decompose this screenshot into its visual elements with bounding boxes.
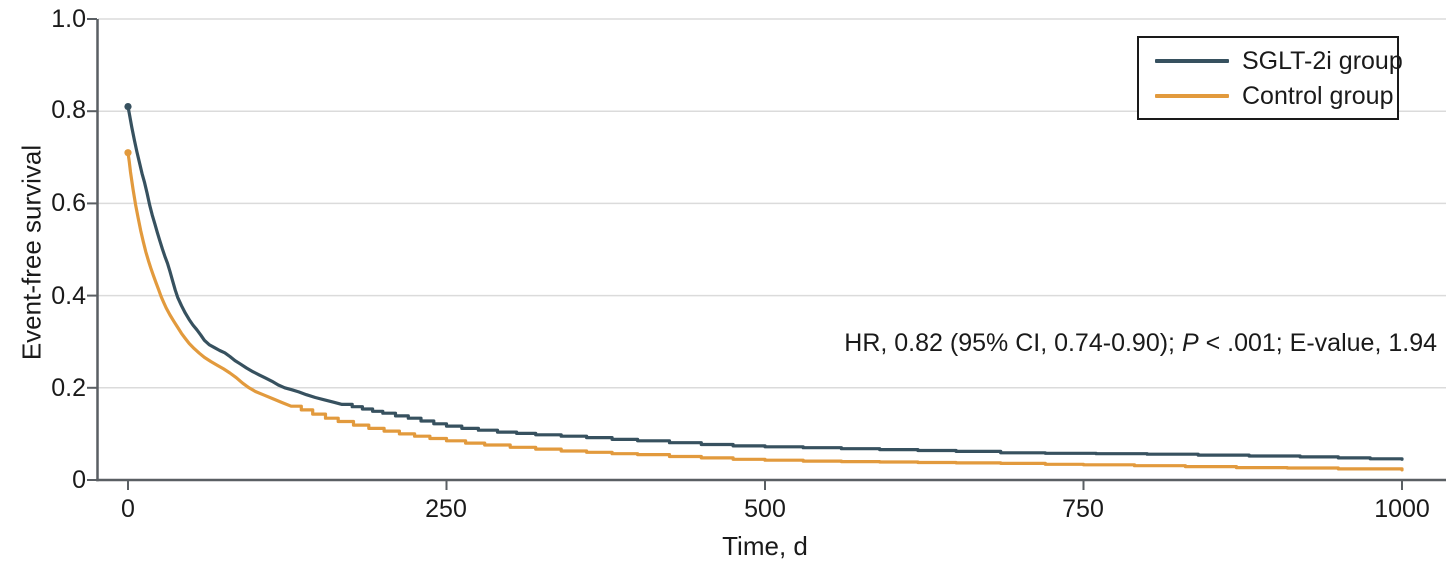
axes bbox=[96, 19, 1446, 482]
legend-label: SGLT-2i group bbox=[1242, 46, 1403, 75]
tick-marks bbox=[87, 18, 1403, 490]
legend-label: Control group bbox=[1242, 81, 1394, 110]
y-tick-label: 0 bbox=[72, 466, 86, 494]
start-marker-control bbox=[124, 149, 132, 157]
hr-annotation-post: < .001; E-value, 1.94 bbox=[1198, 329, 1437, 357]
curve-control bbox=[126, 151, 1404, 472]
y-tick-label: 0.2 bbox=[51, 374, 86, 402]
y-tick-label: 1.0 bbox=[51, 5, 86, 33]
y-axis-title: Event-free survival bbox=[16, 144, 47, 361]
y-tick-label: 0.6 bbox=[51, 189, 86, 217]
hr-annotation-pre: HR, 0.82 (95% CI, 0.74-0.90); bbox=[844, 329, 1182, 357]
x-axis-title: Time, d bbox=[722, 531, 808, 561]
start-marker-sglt2i bbox=[124, 102, 132, 111]
p-value-symbol: P bbox=[1181, 329, 1199, 357]
survival-curves bbox=[126, 105, 1404, 472]
y-tick-label: 0.4 bbox=[51, 282, 86, 310]
x-tick-label: 0 bbox=[121, 495, 135, 523]
sglt2i-line-swatch bbox=[1155, 58, 1229, 63]
hr-annotation: HR, 0.82 (95% CI, 0.74-0.90); P < .001; … bbox=[844, 329, 1437, 358]
y-tick-label: 0.8 bbox=[51, 96, 86, 124]
legend-item-control: Control group bbox=[1155, 83, 1397, 109]
curve-sglt2i bbox=[126, 105, 1404, 461]
legend: SGLT-2i group Control group bbox=[1137, 36, 1403, 120]
x-tick-label: 500 bbox=[744, 495, 786, 523]
start-markers bbox=[124, 102, 132, 157]
control-line-swatch bbox=[1155, 93, 1229, 98]
x-tick-label: 250 bbox=[425, 495, 467, 523]
x-tick-label: 750 bbox=[1062, 495, 1104, 523]
x-tick-label: 1000 bbox=[1374, 495, 1430, 523]
legend-item-sglt2i: SGLT-2i group bbox=[1155, 48, 1403, 74]
